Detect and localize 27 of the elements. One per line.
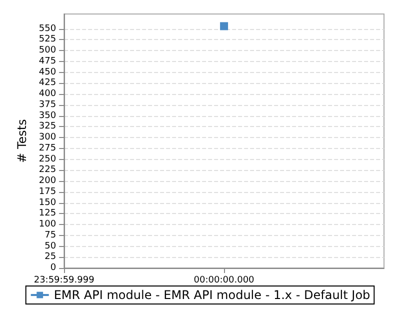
y-tick-label: 150: [38, 198, 56, 208]
y-tick-label: 75: [44, 230, 56, 240]
y-tick-label: 25: [44, 252, 56, 262]
y-tick-label: 125: [38, 208, 56, 219]
x-tick-label: 23:59:59.999: [34, 276, 95, 286]
y-tick-label: 475: [38, 56, 56, 66]
y-tick-label: 300: [38, 132, 56, 143]
y-tick-label: 225: [38, 165, 56, 176]
y-tick-label: 550: [38, 24, 56, 34]
x-tick-label: 00:00:00.000: [194, 276, 255, 286]
y-tick-label: 250: [38, 154, 56, 164]
y-tick-label: 450: [38, 67, 56, 78]
y-tick-label: 500: [38, 46, 56, 56]
y-axis-title: # Tests: [15, 119, 29, 163]
y-tick-label: 525: [38, 34, 56, 45]
y-tick-label: 100: [38, 220, 56, 230]
y-tick-label: 50: [44, 241, 56, 252]
y-tick-label: 200: [38, 176, 56, 186]
legend-label: EMR API module - EMR API module - 1.x - Default Job: [54, 288, 370, 302]
y-tick-label: 0: [50, 263, 56, 273]
y-tick-label: 325: [38, 122, 56, 132]
y-tick-label: 375: [38, 100, 56, 110]
y-tick-label: 400: [38, 89, 56, 100]
y-tick-label: 275: [38, 143, 56, 154]
y-tick-label: 350: [38, 110, 56, 121]
y-tick-label: 425: [38, 78, 56, 88]
y-tick-label: 175: [38, 186, 56, 197]
